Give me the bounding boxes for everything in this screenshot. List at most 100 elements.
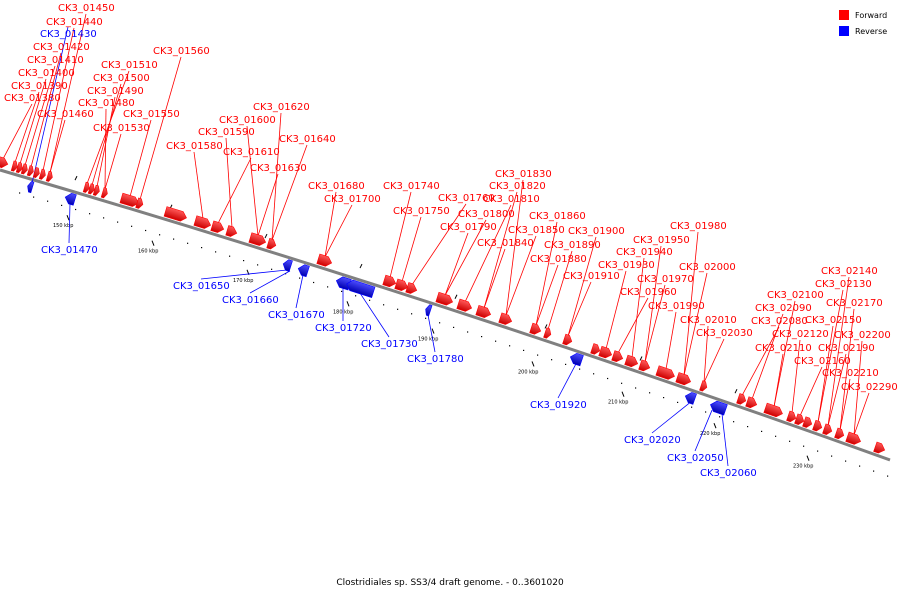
forward-gene-label[interactable]: CK3_01640 bbox=[279, 134, 336, 145]
forward-gene-label[interactable]: CK3_01970 bbox=[637, 274, 694, 285]
forward-gene-label[interactable]: CK3_02190 bbox=[818, 343, 875, 354]
forward-gene[interactable] bbox=[435, 291, 454, 306]
forward-gene-label[interactable]: CK3_01380 bbox=[4, 93, 61, 104]
forward-gene[interactable] bbox=[543, 327, 553, 339]
reverse-gene-label[interactable]: CK3_01780 bbox=[407, 354, 464, 365]
forward-gene-label[interactable]: CK3_01610 bbox=[223, 147, 280, 158]
forward-gene-label[interactable]: CK3_01940 bbox=[616, 247, 673, 258]
forward-gene-label[interactable]: CK3_01630 bbox=[250, 163, 307, 174]
forward-gene[interactable] bbox=[638, 359, 652, 373]
forward-gene-label[interactable]: CK3_01860 bbox=[529, 211, 586, 222]
forward-gene[interactable] bbox=[26, 165, 35, 177]
reverse-gene[interactable] bbox=[26, 181, 35, 194]
forward-gene-label[interactable]: CK3_02100 bbox=[767, 290, 824, 301]
forward-gene[interactable] bbox=[763, 402, 784, 418]
forward-gene[interactable] bbox=[45, 170, 54, 182]
forward-gene[interactable] bbox=[822, 423, 834, 436]
reverse-gene[interactable] bbox=[683, 391, 697, 405]
forward-gene-label[interactable]: CK3_01840 bbox=[477, 238, 534, 249]
forward-gene-label[interactable]: CK3_01700 bbox=[324, 194, 381, 205]
forward-gene-label[interactable]: CK3_01980 bbox=[670, 221, 727, 232]
forward-gene-label[interactable]: CK3_01900 bbox=[568, 226, 625, 237]
forward-gene-label[interactable]: CK3_01810 bbox=[483, 194, 540, 205]
forward-gene[interactable] bbox=[210, 220, 225, 234]
forward-gene-label[interactable]: CK3_02110 bbox=[755, 343, 812, 354]
forward-gene[interactable] bbox=[529, 322, 543, 336]
forward-gene[interactable] bbox=[405, 282, 419, 296]
forward-gene-label[interactable]: CK3_01600 bbox=[219, 115, 276, 126]
forward-gene[interactable] bbox=[624, 354, 640, 368]
forward-gene[interactable] bbox=[15, 162, 24, 174]
forward-gene-label[interactable]: CK3_01550 bbox=[123, 109, 180, 120]
forward-gene[interactable] bbox=[745, 396, 759, 410]
forward-gene[interactable] bbox=[92, 184, 101, 196]
forward-gene-label[interactable]: CK3_01400 bbox=[18, 68, 75, 79]
forward-gene-label[interactable]: CK3_01960 bbox=[620, 287, 677, 298]
forward-gene-label[interactable]: CK3_02120 bbox=[772, 329, 829, 340]
forward-gene[interactable] bbox=[786, 410, 798, 423]
forward-gene-label[interactable]: CK3_01790 bbox=[440, 222, 497, 233]
forward-gene-label[interactable]: CK3_02160 bbox=[794, 356, 851, 367]
forward-gene[interactable] bbox=[119, 192, 140, 208]
forward-gene-label[interactable]: CK3_01850 bbox=[508, 225, 565, 236]
forward-gene[interactable] bbox=[82, 181, 91, 193]
forward-gene[interactable] bbox=[135, 197, 145, 209]
reverse-gene[interactable] bbox=[345, 279, 376, 298]
forward-gene-label[interactable]: CK3_02130 bbox=[815, 279, 872, 290]
forward-gene-label[interactable]: CK3_01500 bbox=[93, 73, 150, 84]
forward-gene-label[interactable]: CK3_01990 bbox=[648, 301, 705, 312]
forward-gene[interactable] bbox=[598, 345, 614, 359]
reverse-gene[interactable] bbox=[569, 352, 584, 367]
forward-gene[interactable] bbox=[736, 393, 748, 406]
forward-gene-label[interactable]: CK3_02030 bbox=[696, 328, 753, 339]
forward-gene-label[interactable]: CK3_01950 bbox=[633, 235, 690, 246]
forward-gene-label[interactable]: CK3_01410 bbox=[27, 55, 84, 66]
forward-gene-label[interactable]: CK3_01760 bbox=[438, 193, 495, 204]
forward-gene[interactable] bbox=[675, 372, 692, 386]
forward-gene-label[interactable]: CK3_01890 bbox=[544, 240, 601, 251]
forward-gene[interactable] bbox=[32, 167, 41, 179]
forward-gene-label[interactable]: CK3_01510 bbox=[101, 60, 158, 71]
reverse-gene-label[interactable]: CK3_01720 bbox=[315, 323, 372, 334]
forward-gene[interactable] bbox=[873, 441, 887, 455]
forward-gene-label[interactable]: CK3_01580 bbox=[166, 141, 223, 152]
forward-gene[interactable] bbox=[699, 380, 709, 392]
reverse-gene-label[interactable]: CK3_02020 bbox=[624, 435, 681, 446]
forward-gene-label[interactable]: CK3_01480 bbox=[78, 98, 135, 109]
forward-gene[interactable] bbox=[498, 312, 514, 326]
forward-gene[interactable] bbox=[10, 160, 19, 172]
reverse-gene-label[interactable]: CK3_01730 bbox=[361, 339, 418, 350]
forward-gene-label[interactable]: CK3_01560 bbox=[153, 46, 210, 57]
forward-gene-label[interactable]: CK3_02090 bbox=[755, 303, 812, 314]
forward-gene[interactable] bbox=[248, 232, 267, 247]
forward-gene[interactable] bbox=[382, 274, 397, 288]
forward-gene[interactable] bbox=[475, 304, 492, 319]
forward-gene[interactable] bbox=[100, 187, 109, 199]
forward-gene[interactable] bbox=[20, 163, 29, 175]
forward-gene-label[interactable]: CK3_02080 bbox=[751, 316, 808, 327]
reverse-gene-label[interactable]: CK3_02050 bbox=[667, 453, 724, 464]
reverse-gene[interactable] bbox=[709, 399, 728, 416]
forward-gene-label[interactable]: CK3_01490 bbox=[87, 86, 144, 97]
forward-gene-label[interactable]: CK3_01830 bbox=[495, 169, 552, 180]
forward-gene-label[interactable]: CK3_01740 bbox=[383, 181, 440, 192]
forward-gene[interactable] bbox=[834, 427, 846, 440]
forward-gene[interactable] bbox=[394, 278, 409, 292]
forward-gene-label[interactable]: CK3_02010 bbox=[680, 315, 737, 326]
forward-gene[interactable] bbox=[225, 225, 239, 239]
reverse-gene-label[interactable]: CK3_01430 bbox=[40, 29, 97, 40]
forward-gene[interactable] bbox=[316, 253, 333, 268]
forward-gene-label[interactable]: CK3_01450 bbox=[58, 3, 115, 14]
forward-gene-label[interactable]: CK3_01530 bbox=[93, 123, 150, 134]
forward-gene[interactable] bbox=[812, 419, 824, 432]
forward-gene-label[interactable]: CK3_02140 bbox=[821, 266, 878, 277]
forward-gene[interactable] bbox=[845, 431, 863, 446]
reverse-gene-label[interactable]: CK3_01660 bbox=[222, 295, 279, 306]
reverse-gene[interactable] bbox=[64, 192, 77, 206]
reverse-gene-label[interactable]: CK3_01670 bbox=[268, 310, 325, 321]
reverse-gene-label[interactable]: CK3_02060 bbox=[700, 468, 757, 479]
forward-gene-label[interactable]: CK3_01590 bbox=[198, 127, 255, 138]
forward-gene-label[interactable]: CK3_02290 bbox=[841, 382, 898, 393]
reverse-gene[interactable] bbox=[297, 263, 310, 278]
forward-gene[interactable] bbox=[802, 416, 814, 429]
